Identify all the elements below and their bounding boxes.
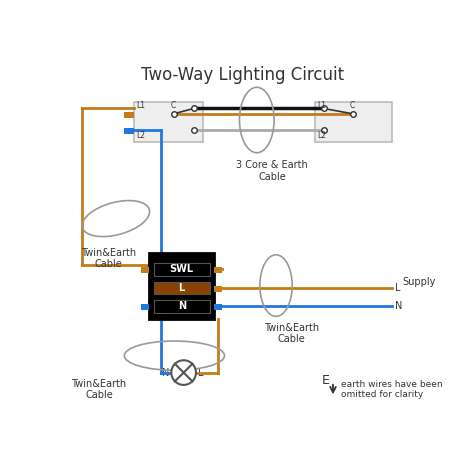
Bar (134, 101, 203, 142)
Bar (214, 285, 222, 292)
Text: Supply: Supply (402, 277, 436, 287)
Bar (154, 263, 210, 275)
Text: L2: L2 (317, 131, 326, 140)
Bar (214, 304, 222, 310)
Text: Two-Way Lighting Circuit: Two-Way Lighting Circuit (141, 66, 345, 84)
Bar (141, 267, 149, 273)
Text: L2: L2 (136, 131, 145, 140)
Text: 3 Core & Earth
Cable: 3 Core & Earth Cable (237, 160, 308, 182)
Bar (149, 253, 214, 319)
Text: L: L (179, 283, 185, 293)
Text: Twin&Earth
Cable: Twin&Earth Cable (81, 248, 136, 269)
Bar (214, 267, 222, 273)
Text: L: L (198, 367, 204, 378)
Text: L1: L1 (317, 100, 326, 109)
Text: N: N (395, 301, 402, 311)
Circle shape (171, 360, 196, 385)
Bar (141, 304, 149, 310)
Bar (154, 282, 210, 294)
Text: E: E (322, 374, 330, 387)
Bar (124, 111, 134, 118)
Text: N: N (162, 367, 169, 378)
Text: C: C (171, 100, 176, 109)
Text: N: N (178, 301, 186, 311)
Bar (315, 101, 392, 142)
Text: Twin&Earth
Cable: Twin&Earth Cable (72, 379, 127, 401)
Text: L1: L1 (136, 100, 145, 109)
Text: Twin&Earth
Cable: Twin&Earth Cable (264, 322, 319, 344)
Bar (154, 300, 210, 312)
Bar (124, 128, 134, 134)
Text: SWL: SWL (170, 264, 194, 274)
Text: C: C (350, 100, 355, 109)
Text: earth wires have been
omitted for clarity: earth wires have been omitted for clarit… (341, 380, 442, 399)
Text: L: L (395, 283, 400, 293)
